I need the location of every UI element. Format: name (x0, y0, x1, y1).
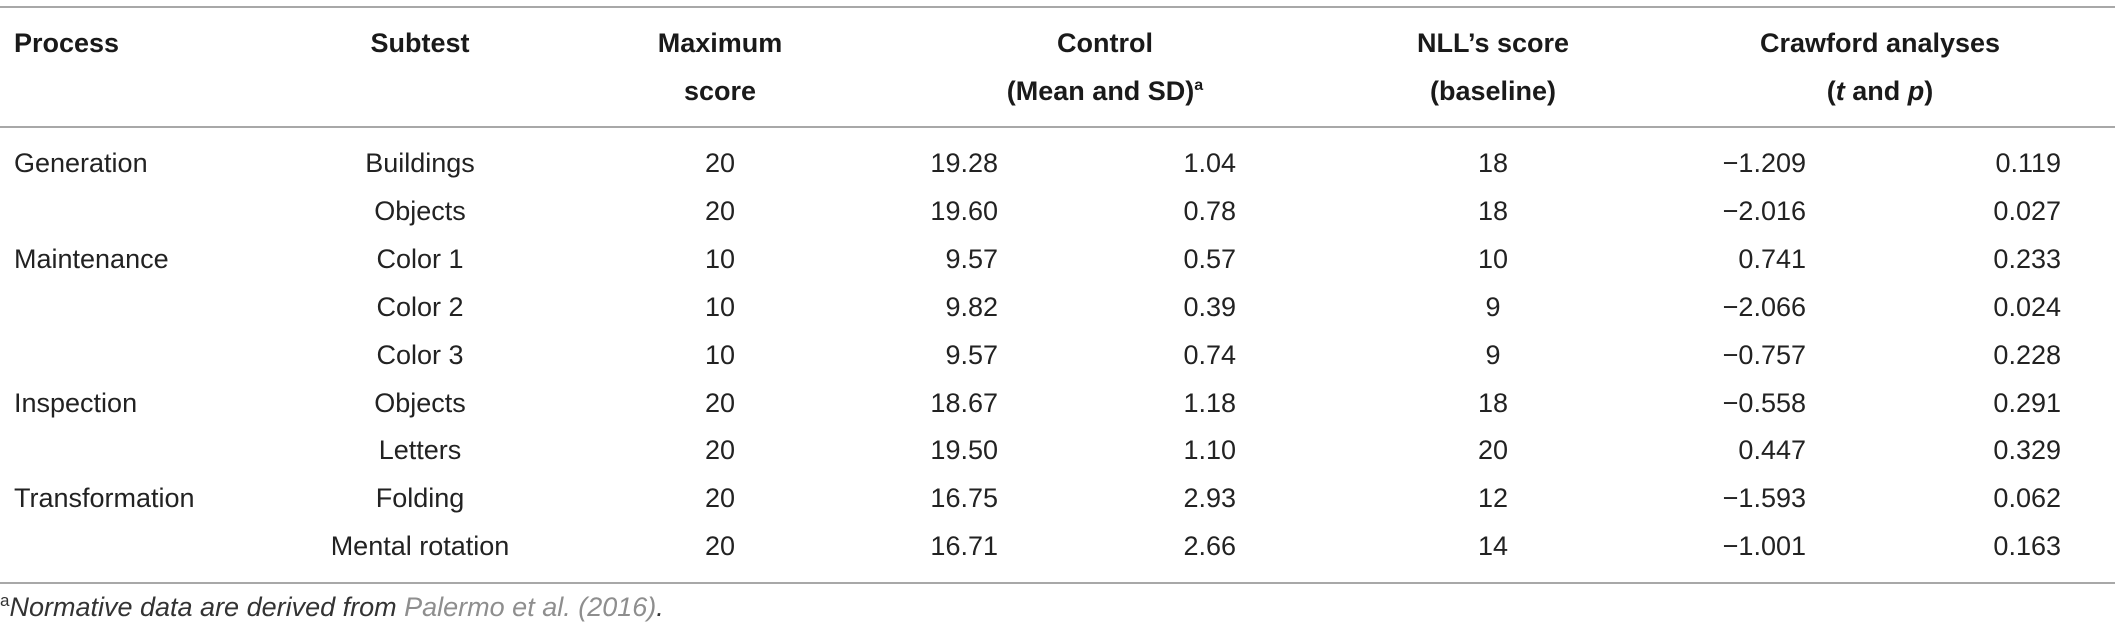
header-process: Process (14, 28, 120, 58)
cell-subtest: Objects (374, 196, 466, 226)
cell-maximum: 20 (704, 388, 736, 418)
cell-nll-score: 9 (1485, 340, 1501, 370)
header-nll-line1: NLL’s score (1416, 28, 1570, 58)
cell-control-sd: 2.93 (1183, 483, 1236, 513)
cell-crawford-p: 0.024 (1993, 292, 2061, 322)
cell-crawford-t: −2.066 (1722, 292, 1806, 322)
cell-nll-score: 12 (1477, 483, 1509, 513)
cell-maximum: 20 (704, 483, 736, 513)
cell-crawford-t: 0.741 (1738, 244, 1806, 274)
table-header-rule (0, 126, 2115, 128)
cell-maximum: 10 (704, 244, 736, 274)
header-subtest: Subtest (370, 28, 470, 58)
cell-control-mean: 19.28 (930, 148, 998, 178)
cell-control-sd: 0.78 (1183, 196, 1236, 226)
cell-crawford-p: 0.291 (1993, 388, 2061, 418)
header-crawford-open: ( (1826, 76, 1836, 106)
cell-crawford-p: 0.062 (1993, 483, 2061, 513)
header-maximum-line1: Maximum (657, 28, 783, 58)
cell-nll-score: 20 (1477, 435, 1509, 465)
cell-control-sd: 0.39 (1183, 292, 1236, 322)
header-control-line2: (Mean and SD)a (1007, 70, 1203, 113)
cell-crawford-t: −1.593 (1722, 483, 1806, 513)
header-crawford-p: p (1907, 76, 1925, 106)
header-crawford-t: t (1835, 76, 1845, 106)
cell-crawford-p: 0.163 (1993, 531, 2061, 561)
cell-crawford-t: −1.209 (1722, 148, 1806, 178)
cell-control-sd: 0.74 (1183, 340, 1236, 370)
cell-process: Transformation (14, 483, 195, 513)
cell-control-mean: 9.57 (945, 244, 998, 274)
cell-control-mean: 19.60 (930, 196, 998, 226)
header-crawford-line2: (t and p) (1827, 70, 1934, 113)
cell-control-sd: 2.66 (1183, 531, 1236, 561)
cell-control-mean: 19.50 (930, 435, 998, 465)
cell-control-mean: 18.67 (930, 388, 998, 418)
cell-control-mean: 9.57 (945, 340, 998, 370)
header-control-line1: Control (1057, 28, 1153, 58)
cell-maximum: 20 (704, 531, 736, 561)
cell-subtest: Folding (375, 483, 465, 513)
cell-crawford-p: 0.228 (1993, 340, 2061, 370)
cell-crawford-p: 0.119 (1995, 148, 2061, 178)
cell-nll-score: 18 (1477, 148, 1509, 178)
cell-nll-score: 10 (1477, 244, 1509, 274)
cell-subtest: Letters (378, 435, 462, 465)
header-nll-line2: (baseline) (1429, 76, 1557, 106)
cell-crawford-t: −1.001 (1722, 531, 1806, 561)
cell-process: Inspection (14, 388, 138, 418)
cell-crawford-t: 0.447 (1738, 435, 1806, 465)
cell-maximum: 20 (704, 148, 736, 178)
cell-subtest: Mental rotation (330, 531, 510, 561)
cell-maximum: 20 (704, 435, 736, 465)
cell-maximum: 20 (704, 196, 736, 226)
footnote-end: . (656, 592, 664, 622)
header-maximum-line2: score (683, 76, 757, 106)
cell-control-sd: 1.18 (1183, 388, 1236, 418)
cell-control-sd: 1.10 (1183, 435, 1236, 465)
cell-crawford-t: −0.757 (1722, 340, 1806, 370)
cell-control-sd: 1.04 (1183, 148, 1236, 178)
header-crawford-and: and (1844, 76, 1908, 106)
cell-control-mean: 9.82 (945, 292, 998, 322)
cell-subtest: Objects (374, 388, 466, 418)
table-top-rule (0, 6, 2115, 8)
cell-nll-score: 9 (1485, 292, 1501, 322)
cell-subtest: Buildings (365, 148, 475, 178)
cell-subtest: Color 1 (376, 244, 464, 274)
cell-control-mean: 16.71 (930, 531, 998, 561)
cell-crawford-t: −0.558 (1722, 388, 1806, 418)
cell-subtest: Color 3 (376, 340, 464, 370)
cell-subtest: Color 2 (376, 292, 464, 322)
footnote-text: Normative data are derived from (9, 592, 405, 622)
table-footnote: aNormative data are derived from Palermo… (0, 592, 664, 623)
table-bottom-rule (0, 582, 2115, 584)
cell-process: Generation (14, 148, 148, 178)
cell-control-mean: 16.75 (930, 483, 998, 513)
cell-nll-score: 18 (1477, 388, 1509, 418)
cell-maximum: 10 (704, 292, 736, 322)
cell-process: Maintenance (14, 244, 169, 274)
footnote-marker: a (0, 591, 10, 610)
header-crawford-close: ) (1924, 76, 1934, 106)
cell-control-sd: 0.57 (1183, 244, 1236, 274)
header-crawford-line1: Crawford analyses (1759, 28, 2001, 58)
cell-nll-score: 14 (1477, 531, 1509, 561)
cell-crawford-p: 0.233 (1993, 244, 2061, 274)
cell-maximum: 10 (704, 340, 736, 370)
cell-crawford-p: 0.329 (1993, 435, 2061, 465)
header-control-footnote-marker: a (1194, 77, 1204, 94)
header-control-label: (Mean and SD) (1006, 76, 1195, 106)
footnote-citation-link[interactable]: Palermo et al. (2016) (404, 592, 657, 622)
cell-crawford-p: 0.027 (1993, 196, 2061, 226)
cell-nll-score: 18 (1477, 196, 1509, 226)
cell-crawford-t: −2.016 (1722, 196, 1806, 226)
